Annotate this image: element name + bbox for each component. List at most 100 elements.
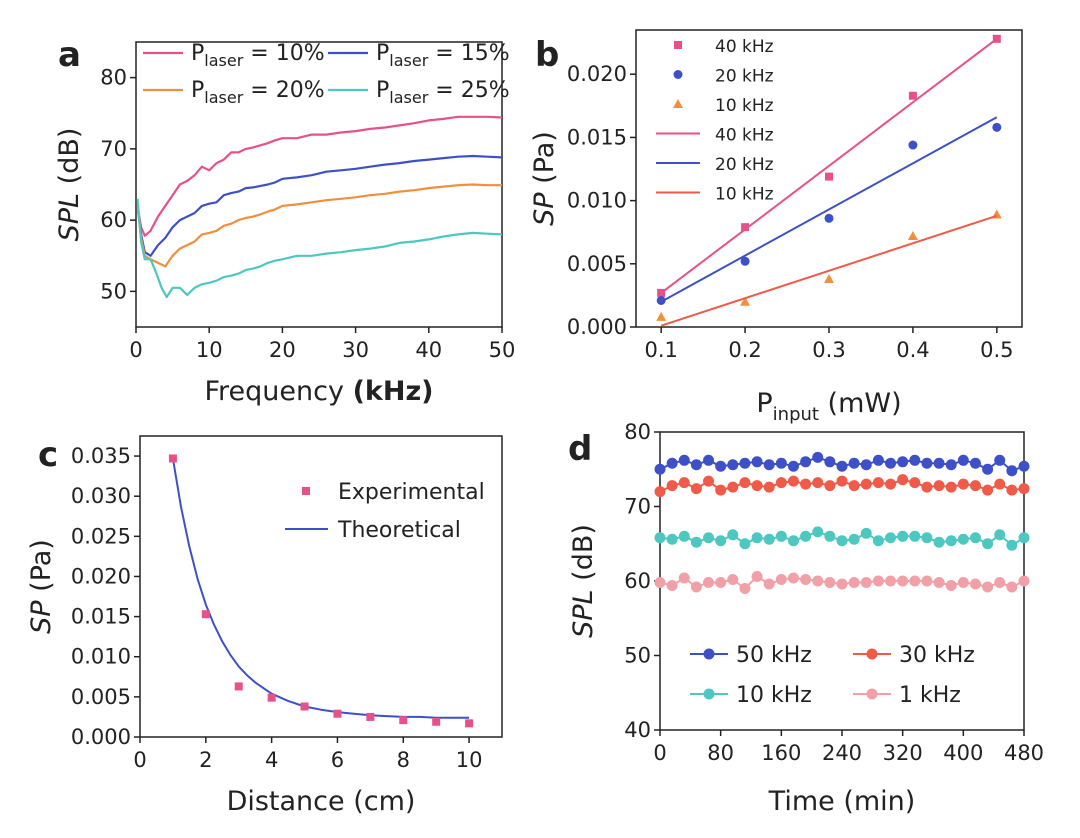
- x-axis-label: Frequency (kHz): [204, 376, 433, 407]
- data-point: [836, 475, 848, 487]
- y-tick-label: 70: [100, 137, 127, 161]
- x-tick-label: 0.2: [728, 338, 761, 362]
- data-point: [969, 457, 981, 469]
- data-point: [657, 288, 666, 297]
- data-point: [678, 477, 690, 489]
- panel-label: d: [568, 429, 592, 469]
- data-point: [690, 536, 702, 548]
- data-point: [836, 578, 848, 590]
- x-tick-label: 6: [331, 748, 344, 772]
- data-point: [907, 231, 918, 241]
- y-tick-label: 0.000: [71, 725, 131, 749]
- data-point: [825, 172, 833, 181]
- y-tick-label: 0.035: [71, 444, 131, 468]
- y-tick-label: 0.030: [71, 484, 131, 508]
- panel-c-chart: 0 2 4 6 8 10 0.000 0.005 0.010 0.015 0.020 0.025 0.0…: [26, 435, 503, 817]
- data-point: [957, 478, 969, 490]
- fit-line: [660, 214, 998, 327]
- data-point: [860, 459, 872, 471]
- data-point: [897, 474, 909, 486]
- data-point: [982, 463, 994, 475]
- data-point: [703, 532, 715, 544]
- data-point: [1006, 484, 1018, 496]
- data-point: [739, 582, 751, 594]
- data-point: [992, 122, 1002, 132]
- data-point: [824, 456, 836, 468]
- data-point: [1018, 575, 1030, 587]
- data-point: [982, 538, 994, 550]
- data-point: [957, 454, 969, 466]
- data-point: [909, 575, 921, 587]
- x-tick-label: 400: [943, 741, 983, 765]
- data-point: [824, 273, 834, 283]
- x-tick-label: 0.5: [980, 338, 1013, 362]
- data-point: [715, 484, 727, 496]
- legend-entry: 10 kHz: [736, 683, 812, 708]
- data-point: [727, 529, 739, 541]
- data-point: [1018, 483, 1030, 495]
- data-point: [994, 576, 1006, 588]
- data-point: [703, 454, 715, 466]
- data-point: [945, 535, 957, 547]
- legend-swatch: [866, 648, 878, 660]
- data-point: [1006, 581, 1018, 593]
- data-point: [921, 532, 933, 544]
- x-tick-label: 0: [129, 338, 142, 362]
- data-point: [654, 486, 666, 498]
- data-point: [812, 477, 824, 489]
- y-axis-label: SPL (dB): [568, 524, 599, 638]
- data-point: [201, 610, 210, 619]
- legend-swatch: [703, 688, 715, 700]
- x-tick-label: 4: [265, 748, 278, 772]
- data-point: [933, 480, 945, 492]
- y-tick-label: 50: [624, 644, 651, 668]
- data-point: [812, 575, 824, 587]
- legend-entry: 40 kHz: [715, 126, 774, 146]
- y-axis-label: SP (Pa): [26, 539, 57, 634]
- legend-entry: Plaser = 15%: [376, 41, 510, 70]
- data-point: [908, 91, 917, 100]
- x-tick-label: 320: [883, 741, 923, 765]
- data-point: [1018, 460, 1030, 472]
- data-point: [267, 693, 276, 702]
- data-point: [933, 457, 945, 469]
- x-tick-label: 50: [489, 338, 516, 362]
- x-tick-label: 8: [397, 748, 410, 772]
- y-tick-label: 0.020: [567, 62, 627, 86]
- legend-swatch: [674, 41, 682, 49]
- data-point: [885, 478, 897, 490]
- data-point: [656, 295, 666, 305]
- legend-entry: Plaser = 25%: [376, 78, 510, 107]
- data-point: [872, 535, 884, 547]
- legend-entry: 50 kHz: [736, 643, 812, 668]
- data-point: [860, 527, 872, 539]
- data-point: [1018, 532, 1030, 544]
- data-point: [690, 483, 702, 495]
- data-point: [654, 463, 666, 475]
- data-point: [654, 576, 666, 588]
- data-point: [333, 709, 342, 718]
- x-axis-label: Time (min): [768, 786, 916, 817]
- x-tick-label: 0: [653, 741, 666, 765]
- legend-entry: 20 kHz: [715, 67, 774, 87]
- data-point: [945, 481, 957, 493]
- data-point: [800, 530, 812, 542]
- legend-entry: 40 kHz: [715, 37, 774, 57]
- y-tick-label: 0.025: [71, 524, 131, 548]
- data-point: [969, 532, 981, 544]
- data-point: [1006, 539, 1018, 551]
- data-point: [872, 575, 884, 587]
- y-axis-label: SPL (dB): [54, 128, 85, 242]
- data-point: [921, 575, 933, 587]
- data-point: [933, 536, 945, 548]
- x-tick-label: 10: [196, 338, 223, 362]
- data-point: [860, 576, 872, 588]
- data-point: [921, 481, 933, 493]
- data-point: [969, 578, 981, 590]
- data-point: [909, 530, 921, 542]
- y-tick-label: 0.005: [567, 252, 627, 276]
- data-point: [727, 459, 739, 471]
- data-point: [994, 478, 1006, 490]
- data-point: [739, 477, 751, 489]
- legend-swatch: [866, 688, 878, 700]
